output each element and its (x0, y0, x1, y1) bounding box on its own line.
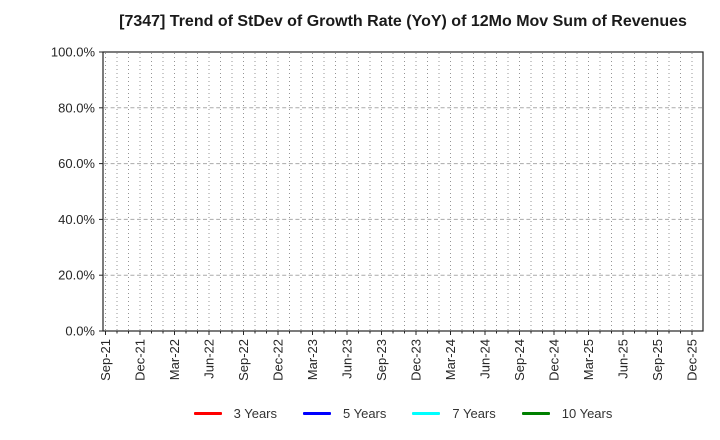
y-axis-ticks (99, 51, 103, 332)
y-tick-label: 60.0% (58, 156, 95, 171)
y-axis-labels: 0.0% 20.0% 40.0% 60.0% 80.0% 100.0% (51, 45, 96, 339)
grid-vertical (105, 53, 693, 330)
x-tick-label: Jun-24 (478, 339, 493, 379)
y-tick-label: 80.0% (58, 100, 95, 115)
y-tick-label: 0.0% (65, 324, 95, 339)
legend-label-10-years: 10 Years (561, 406, 613, 421)
grid-horizontal (104, 107, 702, 276)
legend-line-5-years (303, 412, 331, 415)
y-tick-label: 40.0% (58, 212, 95, 227)
legend-item-7-years: 7 Years (412, 406, 496, 421)
legend-item-10-years: 10 Years (521, 406, 613, 421)
x-tick-label: Dec-24 (547, 339, 562, 381)
legend-line-10-years (521, 412, 550, 415)
x-tick-label: Jun-22 (202, 339, 217, 379)
legend-label-5-years: 5 Years (343, 406, 387, 421)
x-tick-label: Jun-23 (340, 339, 355, 379)
x-tick-label: Mar-25 (581, 339, 596, 380)
chart-title: [7347] Trend of StDev of Growth Rate (Yo… (119, 13, 687, 30)
legend-item-3-years: 3 Years (193, 406, 277, 421)
x-tick-label: Mar-24 (443, 339, 458, 380)
plot-area: 0.0% 20.0% 40.0% 60.0% 80.0% 100.0% Sep-21 Dec-… (51, 45, 704, 381)
x-tick-label: Sep-25 (650, 339, 665, 381)
legend-line-3-years (193, 412, 222, 415)
y-tick-label: 20.0% (58, 268, 95, 283)
legend-label-7-years: 7 Years (452, 406, 496, 421)
x-tick-label: Sep-22 (236, 339, 251, 381)
x-tick-label: Sep-23 (374, 339, 389, 381)
x-tick-label: Jun-25 (616, 339, 631, 379)
x-tick-label: Dec-21 (133, 339, 148, 381)
x-tick-label: Mar-23 (305, 339, 320, 380)
x-tick-label: Sep-24 (512, 339, 527, 381)
plot-border (102, 51, 704, 332)
x-tick-label: Sep-21 (98, 339, 113, 381)
x-tick-label: Dec-25 (685, 339, 700, 381)
legend-line-7-years (412, 412, 441, 415)
x-tick-label: Mar-22 (167, 339, 182, 380)
x-tick-label: Dec-22 (271, 339, 286, 381)
legend-item-5-years: 5 Years (303, 406, 386, 421)
x-axis-labels: Sep-21 Dec-21 Mar-22 Jun-22 Sep-22 Dec-22 Mar-… (98, 339, 700, 381)
x-axis-ticks (105, 331, 693, 335)
legend: 3 Years 5 Years 7 Years 10 Years (103, 406, 703, 421)
legend-label-3-years: 3 Years (233, 406, 277, 421)
x-tick-label: Dec-23 (409, 339, 424, 381)
y-tick-label: 100.0% (51, 45, 96, 60)
